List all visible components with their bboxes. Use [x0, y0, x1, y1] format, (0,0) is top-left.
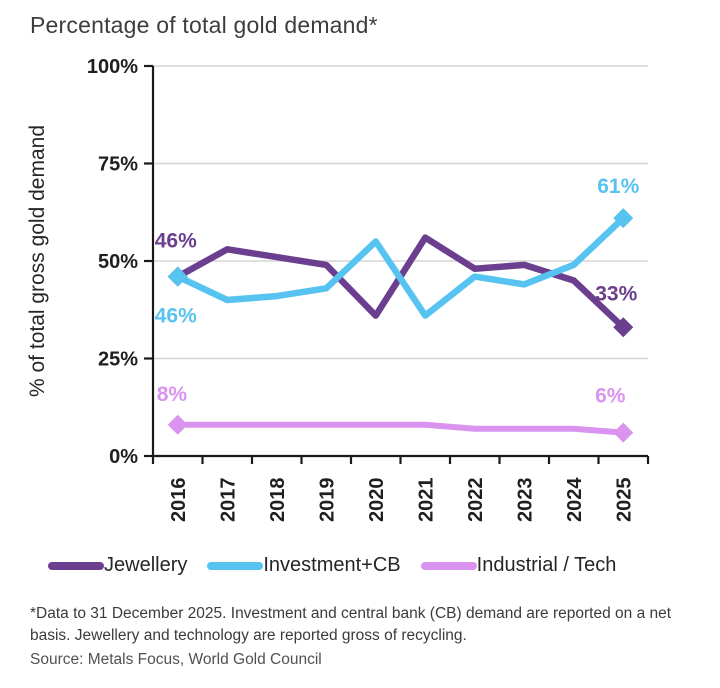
data-label-last: 61%	[597, 175, 639, 198]
svg-text:2016: 2016	[168, 478, 190, 523]
svg-text:2025: 2025	[613, 478, 635, 523]
svg-text:% of total gross gold demand: % of total gross gold demand	[26, 125, 49, 397]
data-label-last: 6%	[595, 385, 626, 408]
svg-text:100%: 100%	[87, 56, 138, 78]
legend-label: Industrial / Tech	[476, 554, 617, 576]
chart-title: Percentage of total gold demand*	[30, 12, 378, 38]
source-line: Source: Metals Focus, World Gold Council	[30, 651, 322, 668]
notes: *Data to 31 December 2025. Investment an…	[30, 603, 690, 669]
data-label-first: 46%	[155, 305, 197, 328]
svg-text:2019: 2019	[316, 478, 338, 523]
jewellery-line-swatch-icon	[48, 561, 104, 570]
svg-text:25%: 25%	[98, 349, 138, 371]
industrial-tech-line-swatch-icon	[420, 561, 477, 570]
svg-text:2022: 2022	[465, 478, 487, 523]
legend-label: Investment+CB	[263, 554, 401, 576]
line-chart: 0% 25% 50% 75% 100% 2016 2017 2018 2019 2020 2021 2…	[26, 56, 650, 523]
investment-cb-line-swatch-icon	[207, 561, 264, 570]
svg-text:2021: 2021	[415, 478, 437, 523]
data-label-first: 46%	[155, 230, 197, 253]
data-label-last: 33%	[595, 282, 637, 305]
svg-text:2017: 2017	[217, 478, 239, 523]
svg-text:50%: 50%	[98, 251, 138, 273]
plot-area: 0% 25% 50% 75% 100% 2016 2017 2018 2019 2020 2021 2…	[0, 41, 720, 548]
svg-text:75%: 75%	[98, 154, 138, 176]
legend-label: Jewellery	[104, 554, 188, 576]
svg-text:2023: 2023	[514, 478, 536, 523]
svg-text:2020: 2020	[366, 478, 388, 523]
footnote: *Data to 31 December 2025. Investment an…	[30, 605, 672, 644]
data-label-first: 8%	[157, 383, 188, 406]
legend: Jewellery Investment+CB Industrial / Tec…	[48, 554, 720, 577]
svg-text:2018: 2018	[267, 478, 289, 523]
legend-item-jewellery: Jewellery	[48, 554, 187, 577]
svg-text:0%: 0%	[109, 446, 138, 468]
legend-item-investment-cb: Investment+CB	[207, 554, 401, 577]
svg-text:2024: 2024	[564, 477, 586, 522]
legend-item-industrial-tech: Industrial / Tech	[420, 554, 617, 577]
